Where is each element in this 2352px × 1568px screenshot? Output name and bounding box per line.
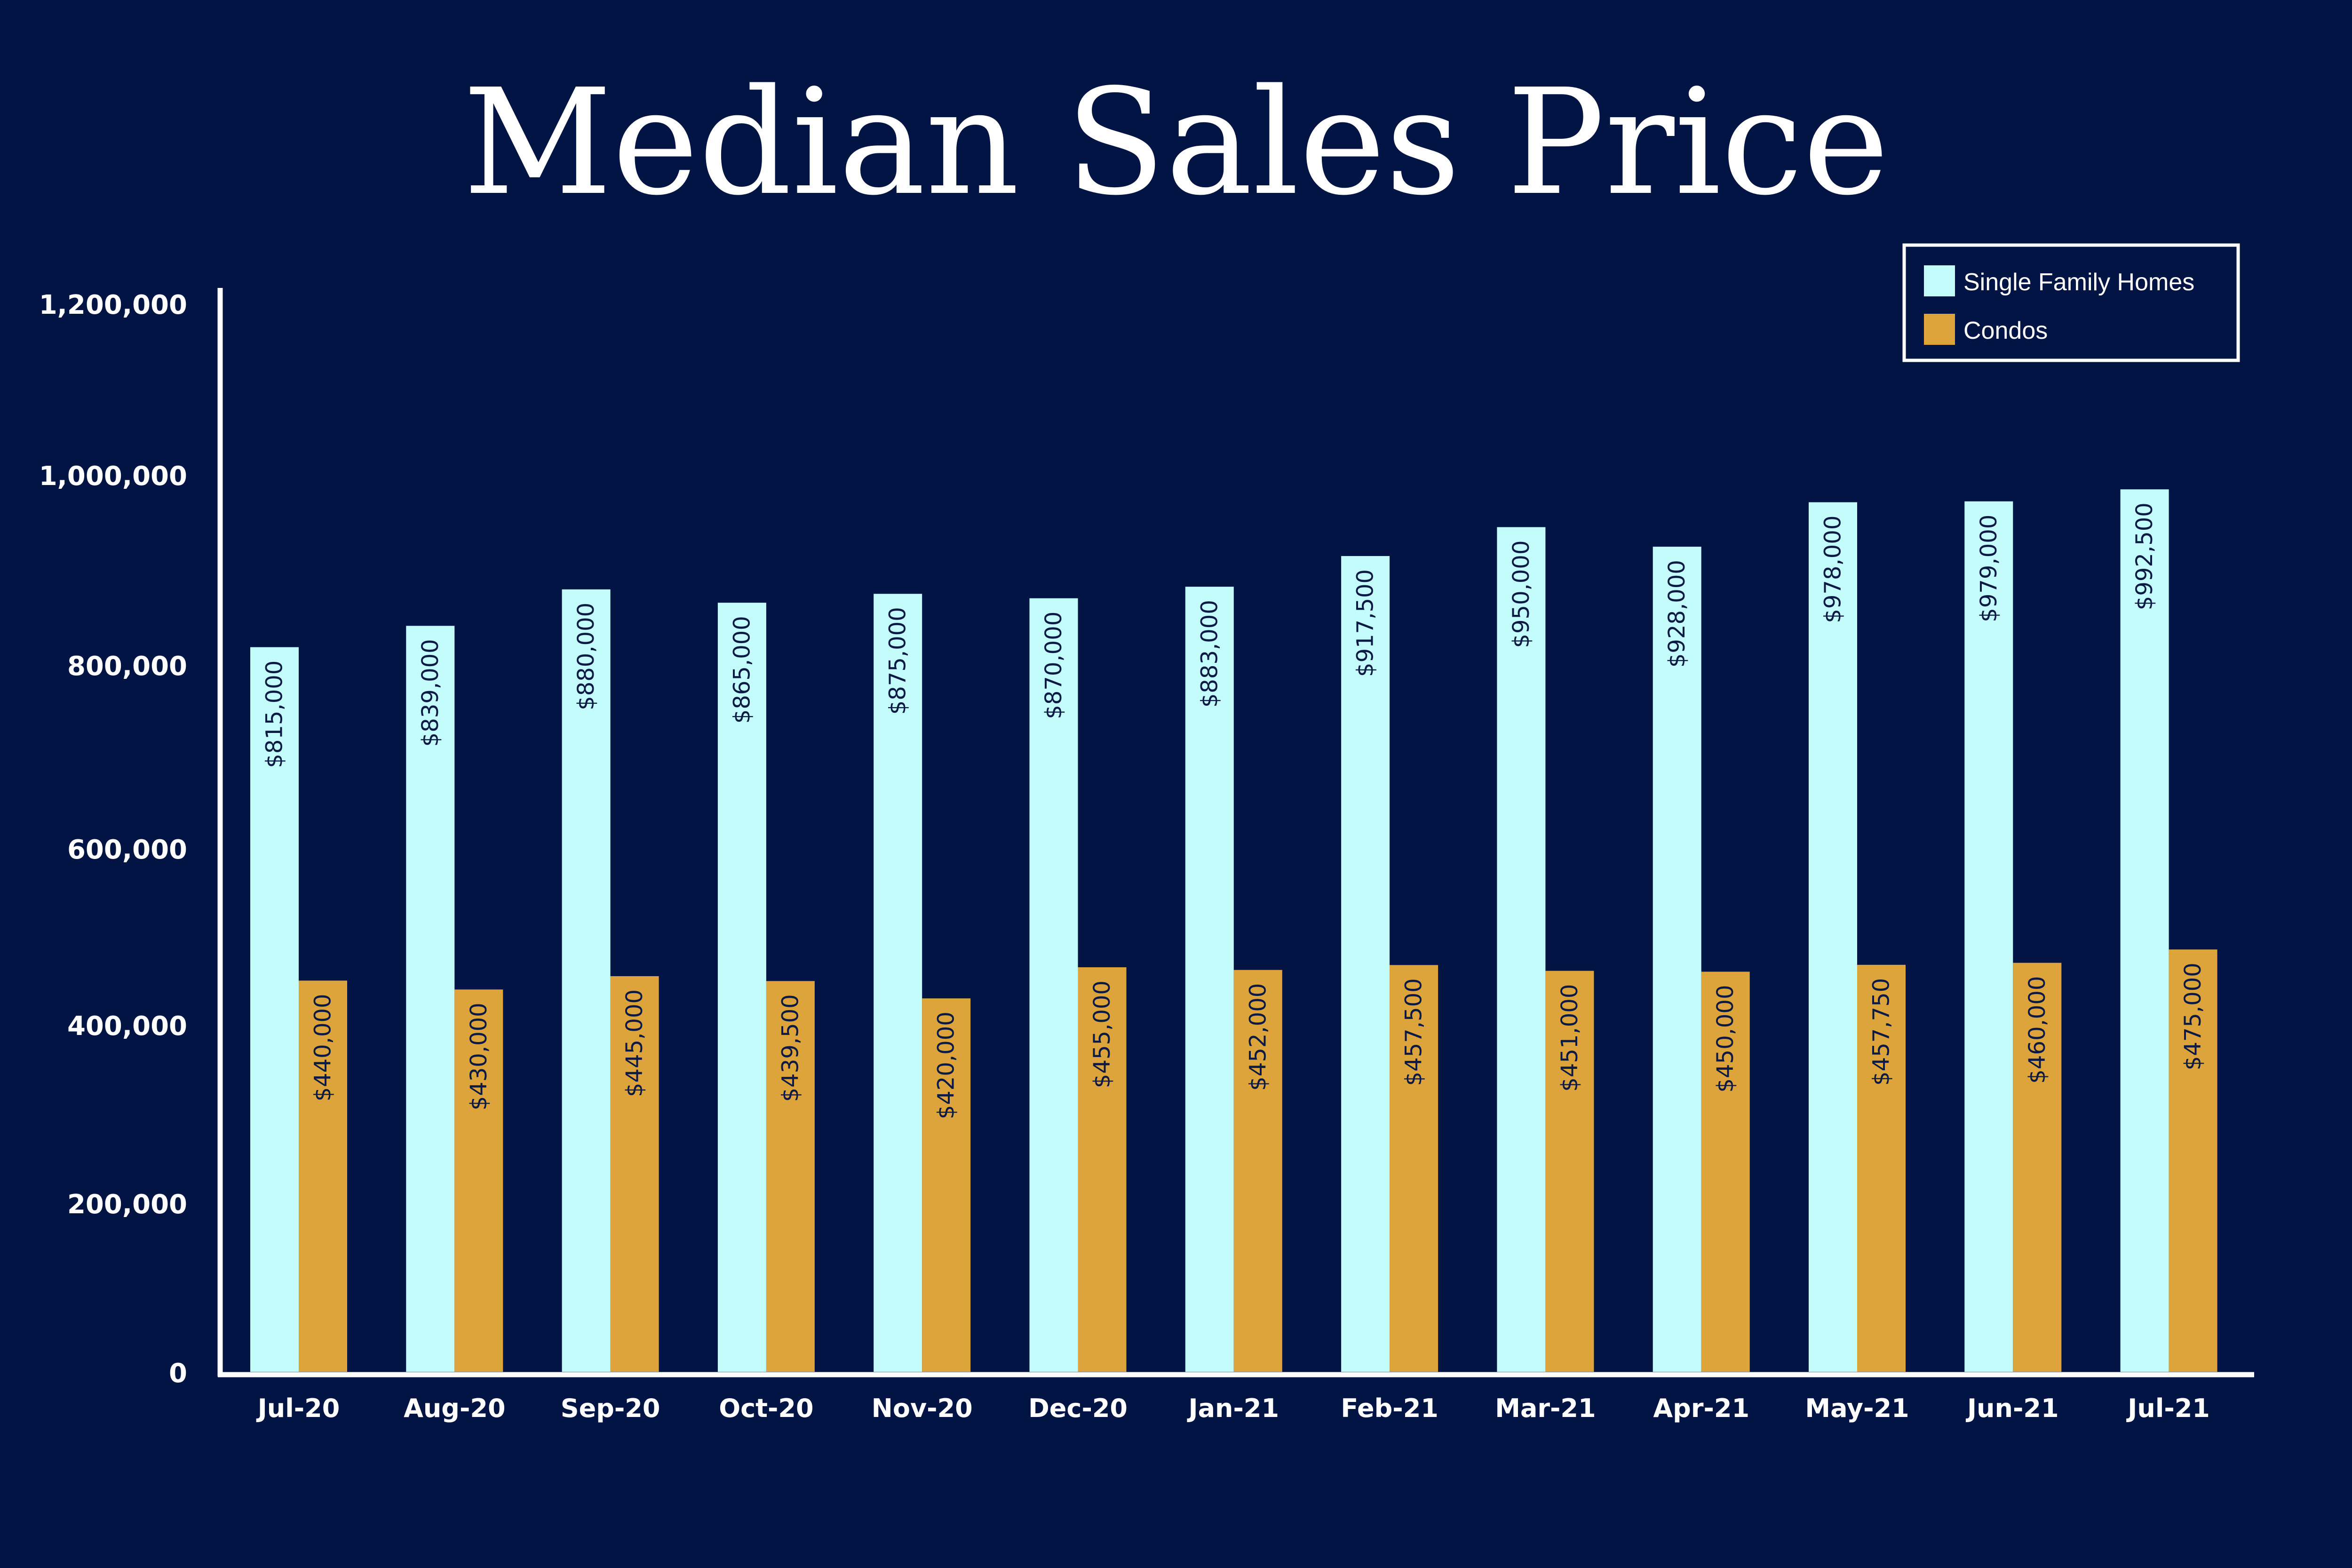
value-label-condos: $451,000 bbox=[1557, 984, 1583, 1092]
value-label-single-family: $978,000 bbox=[1820, 516, 1846, 623]
value-label-condos: $430,000 bbox=[466, 1003, 492, 1110]
x-tick-label: Jan-21 bbox=[1187, 1393, 1279, 1423]
bar-single-family bbox=[1341, 556, 1390, 1372]
legend: Single Family Homes Condos bbox=[1902, 243, 2240, 362]
x-tick-label: Feb-21 bbox=[1341, 1393, 1438, 1423]
bar-single-family bbox=[1964, 501, 2013, 1372]
bars bbox=[250, 489, 2217, 1372]
value-label-condos: $439,500 bbox=[777, 994, 803, 1102]
x-tick-label: Oct-20 bbox=[719, 1393, 813, 1423]
value-label-condos: $452,000 bbox=[1245, 983, 1271, 1091]
bar-condos bbox=[2169, 949, 2217, 1372]
value-label-condos: $420,000 bbox=[933, 1011, 960, 1119]
bar-single-family bbox=[250, 647, 299, 1372]
value-label-condos: $440,000 bbox=[310, 994, 336, 1101]
y-tick-label: 800,000 bbox=[67, 651, 187, 682]
value-label-single-family: $928,000 bbox=[1664, 560, 1690, 668]
legend-swatch-condos bbox=[1924, 314, 1955, 345]
x-tick-label: Jun-21 bbox=[1965, 1393, 2059, 1423]
value-label-single-family: $917,500 bbox=[1352, 569, 1379, 677]
value-label-condos: $457,750 bbox=[1868, 978, 1895, 1086]
y-tick-label: 1,200,000 bbox=[39, 290, 187, 320]
bar-condos bbox=[1545, 971, 1594, 1372]
bar-single-family bbox=[1185, 587, 1234, 1372]
bar-condos bbox=[1857, 964, 1906, 1372]
value-labels: $815,000 $440,000 $839,000 $430,000 $880,000… bbox=[262, 502, 2207, 1119]
value-label-condos: $457,500 bbox=[1401, 978, 1427, 1086]
y-tick-label: 200,000 bbox=[67, 1189, 187, 1220]
bar-condos bbox=[1701, 971, 1750, 1372]
value-label-single-family: $875,000 bbox=[885, 607, 911, 715]
x-tick-label: Jul-21 bbox=[2126, 1393, 2210, 1423]
x-tick-label: Aug-20 bbox=[404, 1393, 505, 1423]
legend-swatch-single-family bbox=[1924, 265, 1955, 296]
value-label-condos: $475,000 bbox=[2180, 963, 2206, 1070]
value-label-single-family: $880,000 bbox=[573, 603, 599, 710]
x-tick-label: Jul-20 bbox=[256, 1393, 340, 1423]
bar-single-family bbox=[1809, 502, 1857, 1372]
value-label-single-family: $992,500 bbox=[2131, 502, 2158, 610]
y-tick-label: 0 bbox=[169, 1358, 187, 1389]
value-label-single-family: $839,000 bbox=[417, 639, 444, 747]
bar-single-family bbox=[717, 603, 766, 1372]
legend-label-single-family: Single Family Homes bbox=[1963, 269, 2194, 296]
bar-single-family bbox=[1653, 547, 1701, 1372]
value-label-single-family: $815,000 bbox=[262, 661, 288, 768]
y-tick-label: 400,000 bbox=[67, 1011, 187, 1042]
x-tick-label: Nov-20 bbox=[872, 1393, 973, 1423]
y-axis-ticks: 0 200,000 400,000 600,000 800,000 1,000,000 1,… bbox=[39, 290, 187, 1389]
bar-single-family bbox=[1029, 598, 1078, 1372]
bar-condos bbox=[922, 998, 971, 1372]
legend-label-condos: Condos bbox=[1963, 317, 2048, 344]
x-tick-label: Apr-21 bbox=[1653, 1393, 1749, 1423]
bar-condos bbox=[454, 989, 503, 1372]
value-label-single-family: $865,000 bbox=[729, 616, 755, 724]
value-label-single-family: $979,000 bbox=[1976, 515, 2002, 622]
bar-condos bbox=[766, 981, 815, 1372]
x-tick-label: Mar-21 bbox=[1495, 1393, 1596, 1423]
bar-condos bbox=[2013, 963, 2062, 1372]
value-label-condos: $460,000 bbox=[2024, 976, 2050, 1084]
bar-condos bbox=[610, 976, 659, 1372]
chart-title: Median Sales Price bbox=[463, 58, 1889, 228]
bar-condos bbox=[1078, 967, 1127, 1372]
bar-single-family bbox=[1497, 527, 1546, 1372]
x-axis-ticks: Jul-20 Aug-20 Sep-20 Oct-20 Nov-20 Dec-20 Jan-… bbox=[256, 1393, 2210, 1423]
x-tick-label: Dec-20 bbox=[1028, 1393, 1128, 1423]
bar-single-family bbox=[874, 594, 922, 1372]
value-label-condos: $455,000 bbox=[1089, 980, 1115, 1088]
bar-condos bbox=[1390, 965, 1438, 1372]
value-label-single-family: $870,000 bbox=[1041, 612, 1067, 719]
bar-single-family bbox=[406, 626, 455, 1372]
value-label-condos: $445,000 bbox=[621, 989, 648, 1097]
x-tick-label: Sep-20 bbox=[561, 1393, 660, 1423]
y-tick-label: 1,000,000 bbox=[39, 461, 187, 492]
bar-condos bbox=[1233, 970, 1282, 1372]
value-label-condos: $450,000 bbox=[1712, 985, 1739, 1093]
value-label-single-family: $883,000 bbox=[1196, 600, 1223, 708]
value-label-single-family: $950,000 bbox=[1508, 541, 1534, 648]
bar-condos bbox=[299, 980, 347, 1372]
x-tick-label: May-21 bbox=[1805, 1393, 1909, 1423]
legend-box bbox=[1902, 243, 2240, 362]
bar-single-family bbox=[2120, 489, 2169, 1372]
y-tick-label: 600,000 bbox=[67, 835, 187, 865]
bar-single-family bbox=[562, 589, 611, 1372]
